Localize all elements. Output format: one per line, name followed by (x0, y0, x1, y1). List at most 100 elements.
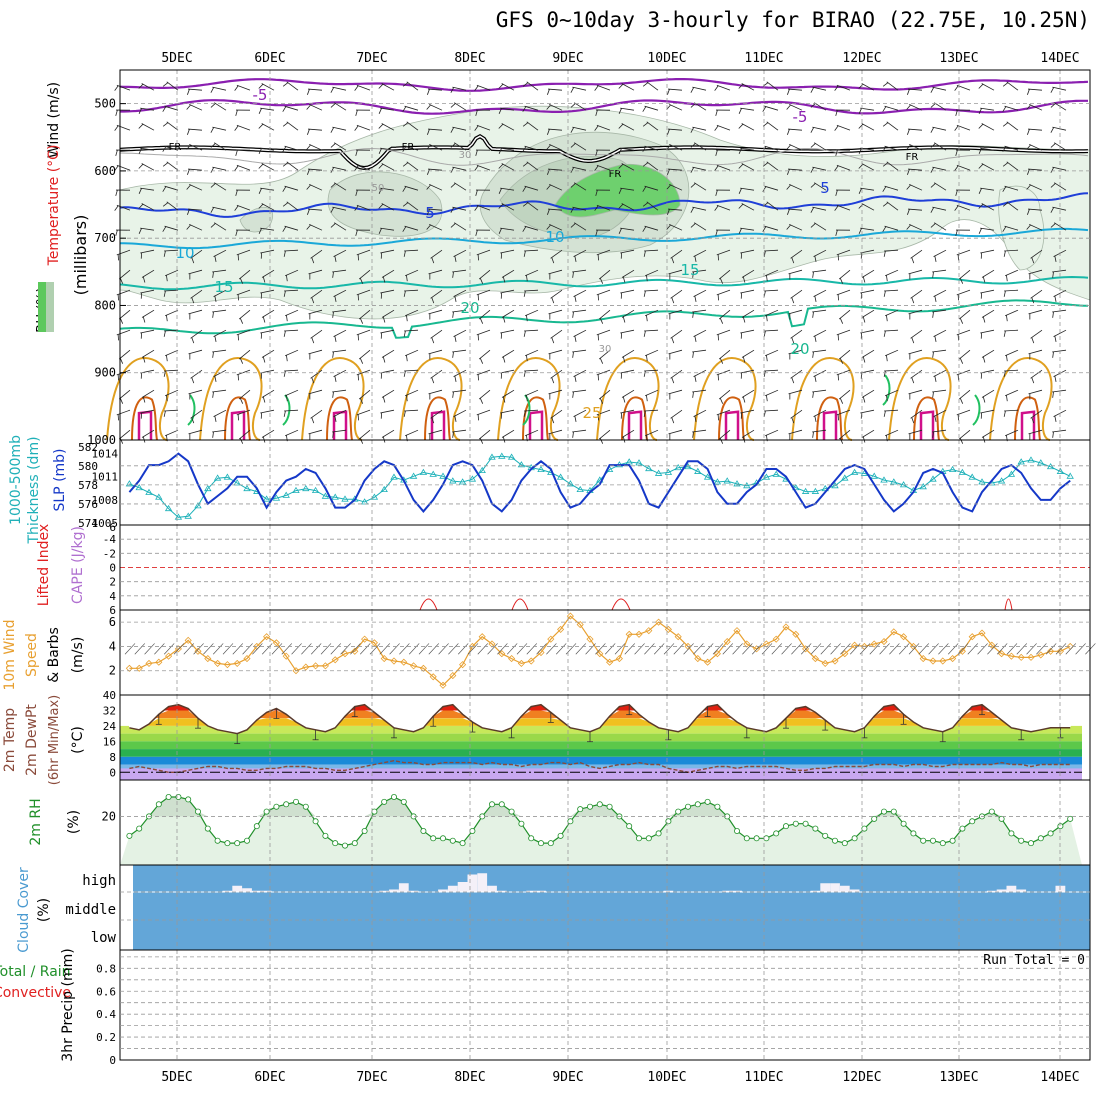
wind-barb-flag (402, 122, 409, 127)
wind-speed-marker (968, 633, 976, 641)
wind-barb (812, 86, 827, 91)
surface-wind-barb (261, 643, 273, 655)
thickness-marker (164, 504, 173, 512)
wind-barb (644, 369, 659, 372)
wind-barb-flag (719, 318, 724, 324)
wind-barb (790, 409, 803, 419)
wind-barb (429, 144, 443, 151)
wind-barb (981, 269, 995, 278)
wind-barb (332, 269, 347, 273)
wind-barb (212, 309, 227, 313)
wind-barb (310, 289, 323, 299)
wind-barb (381, 163, 395, 171)
wind-barb (646, 121, 659, 131)
wind-barb-flag (595, 109, 598, 116)
wind-barb-flag (406, 315, 408, 322)
tick-label: 580 (78, 460, 98, 473)
wind-barb (236, 124, 251, 131)
surface-wind-barb (193, 643, 204, 655)
wind-barb (332, 429, 347, 433)
wind-barb (644, 225, 659, 231)
wind-barb-flag (452, 391, 454, 398)
rh-marker (185, 796, 192, 803)
wind-barb-flag (115, 229, 118, 236)
cloud-bar (232, 885, 243, 892)
wind-barb (404, 369, 419, 372)
wind-barb-flag (526, 355, 528, 362)
wind-barb-flag (286, 275, 288, 282)
wind-barb (740, 289, 755, 294)
wind-barb-flag (282, 226, 287, 232)
wind-barb (284, 105, 299, 111)
date-label-bottom: 11DEC (744, 1070, 783, 1085)
ylabel-cloud: Cloud Cover (16, 867, 32, 953)
wind-speed-marker (606, 658, 614, 666)
wind-barb (908, 389, 923, 395)
wind-barb (284, 185, 299, 191)
wind-barb-flag (791, 337, 795, 344)
wind-barb (333, 222, 347, 231)
wind-barb-flag (330, 127, 335, 133)
wind-barb-flag (454, 335, 457, 342)
wind-barb (380, 107, 395, 111)
wind-barb (836, 289, 851, 296)
wind-barb-flag (834, 165, 839, 171)
rh-marker (606, 803, 613, 810)
wind-barb-flag (378, 148, 382, 154)
wind-barb (476, 369, 491, 376)
cloud-bar (1016, 889, 1027, 892)
rh-marker (400, 798, 407, 805)
rh-marker (704, 798, 711, 805)
wind-barb-flag (526, 395, 528, 402)
wind-speed-marker (713, 650, 721, 658)
wind-barb (812, 309, 827, 313)
wind-speed-marker (792, 630, 800, 638)
wind-barb-flag (930, 207, 935, 213)
wind-barb-flag (906, 224, 911, 230)
surface-wind-barb (212, 643, 224, 655)
wind-barb (836, 124, 851, 131)
wind-barb (692, 86, 707, 91)
thickness-marker (125, 480, 134, 487)
temp-warm-fill (129, 704, 1071, 711)
wind-barb (908, 208, 923, 211)
wind-barb (740, 227, 755, 231)
contour-30 (1014, 396, 1041, 441)
wind-barb-flag (742, 316, 746, 323)
contour-35 (332, 410, 348, 440)
contour-rh-small (187, 394, 196, 426)
wind-barb-flag (431, 337, 435, 344)
thickness-marker (194, 502, 202, 509)
wind-barb-flag (692, 431, 694, 438)
wind-barb (1004, 249, 1019, 252)
contour-label: 30 (599, 344, 612, 355)
contour-30 (326, 396, 353, 441)
thickness-marker (537, 465, 545, 473)
temp-warm-fill (129, 710, 1071, 719)
wind-barb-flag (738, 83, 744, 89)
temp-line (129, 703, 1071, 735)
rh-marker (371, 808, 378, 815)
contour-label: 10 (545, 228, 564, 246)
contour-25 (791, 357, 855, 441)
wind-speed-marker (292, 667, 300, 675)
wind-barb-flag (882, 146, 887, 152)
surface-wind-barb (712, 643, 724, 655)
wind-barb-flag (332, 271, 334, 278)
contour-35 (137, 410, 153, 440)
wind-barb-flag (522, 162, 529, 167)
wind-barb (1028, 128, 1043, 131)
wind-barb (236, 249, 251, 256)
wind-barb (644, 409, 659, 412)
wind-barb (284, 145, 299, 151)
wind-barb (836, 84, 851, 91)
wind-barb (356, 369, 371, 376)
cloud-bar (663, 890, 674, 892)
wind-barb-flag (570, 207, 575, 213)
wind-barb-flag (932, 431, 934, 438)
wind-barb (981, 83, 995, 91)
wind-barb (164, 409, 179, 412)
ylabel-total-rain: Total / Rain (0, 964, 71, 980)
wind-barb-flag (526, 275, 528, 282)
cloud-bar (830, 883, 840, 892)
